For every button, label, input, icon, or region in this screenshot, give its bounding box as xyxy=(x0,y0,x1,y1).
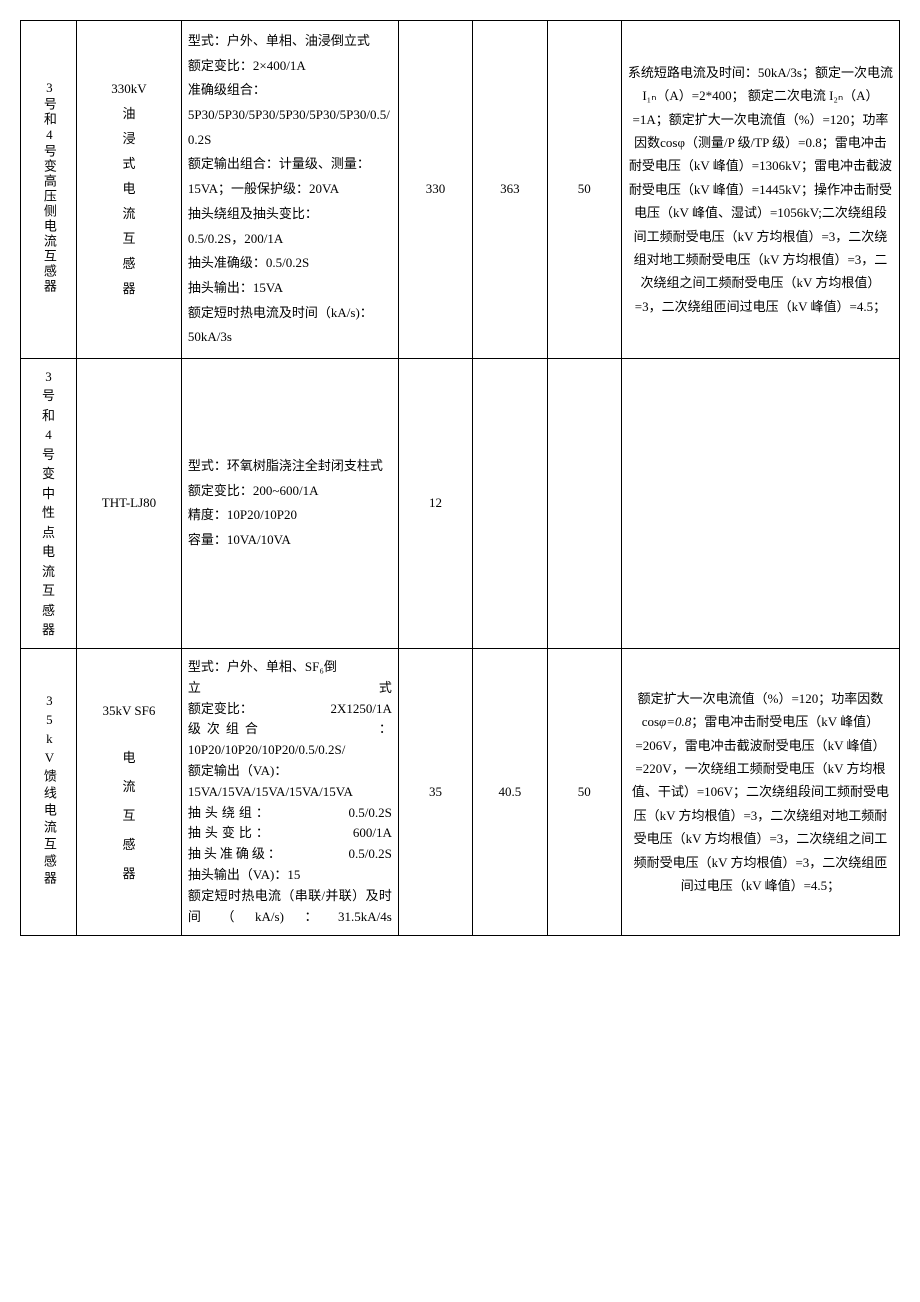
notes-text: 系统短路电流及时间：50kA/3s；额定一次电流 I₁ₙ（A）=2*400； 额… xyxy=(628,61,893,318)
spec-line: 额定短时热电流（串联/并联）及时间（kA/s)：31.5kA/4s xyxy=(188,886,392,928)
table-row: 35kV馈线电流互感器 35kV SF6 电 流 互 感 器 型式：户外、单相、… xyxy=(21,648,900,935)
device-cell: 330kV 油 浸 式 电 流 互 感 器 xyxy=(77,21,182,359)
spec-line: 额定输出（VA)： xyxy=(188,761,392,782)
value-cell: 363 xyxy=(473,21,547,359)
spec-line: 抽头绕组：0.5/0.2S xyxy=(188,803,392,824)
spec-line: 10P20/10P20/10P20/0.5/0.2S/ xyxy=(188,740,392,761)
device-char: 互 xyxy=(122,228,135,247)
row-label: 35kV馈线电流互感器 xyxy=(38,693,59,888)
device-cell: 35kV SF6 电 流 互 感 器 xyxy=(77,648,182,935)
device-top: 330kV xyxy=(111,81,146,97)
device-char: 电 xyxy=(122,178,135,197)
device-char: 器 xyxy=(122,278,135,297)
spec-line: 抽头准确级：0.5/0.2S xyxy=(188,251,392,276)
spec-table: 3号和4号变高压侧电流互感器 330kV 油 浸 式 电 流 互 感 器 型式：… xyxy=(20,20,900,936)
spec-line: 型式：户外、单相、油浸倒立式 xyxy=(188,29,392,54)
spec-line: 抽头变比：600/1A xyxy=(188,823,392,844)
spec-line: 额定变比：200~600/1A xyxy=(188,479,392,504)
spec-line: 抽头输出（VA)：15 xyxy=(188,865,392,886)
device-char: 器 xyxy=(122,863,135,882)
spec-line: 额定输出组合：计量级、测量：15VA；一般保护级：20VA xyxy=(188,152,392,201)
device-char: 感 xyxy=(122,834,135,853)
device-char: 流 xyxy=(122,776,135,795)
row-label-cell: 35kV馈线电流互感器 xyxy=(21,648,77,935)
spec-line: 精度：10P20/10P20 xyxy=(188,503,392,528)
value-cell: 12 xyxy=(398,358,472,648)
notes-cell: 额定扩大一次电流值（%）=120；功率因数 cosφ=0.8；雷电冲击耐受电压（… xyxy=(621,648,899,935)
device-char: 流 xyxy=(122,203,135,222)
value-cell xyxy=(547,358,621,648)
value-cell: 50 xyxy=(547,648,621,935)
spec-line: 0.5/0.2S，200/1A xyxy=(188,227,392,252)
table-row: 3号和4号变高压侧电流互感器 330kV 油 浸 式 电 流 互 感 器 型式：… xyxy=(21,21,900,359)
spec-line: 立式 xyxy=(188,678,392,699)
device-char: 浸 xyxy=(122,128,135,147)
value-cell: 330 xyxy=(398,21,472,359)
value-cell: 40.5 xyxy=(473,648,547,935)
spec-cell: 型式：户外、单相、SF₆倒 立式 额定变比：2X1250/1A 级次组合： 10… xyxy=(181,648,398,935)
row-label: 3号和4号变中性点电流互感器 xyxy=(41,367,57,640)
device-char: 式 xyxy=(122,153,135,172)
spec-line: 额定变比：2×400/1A xyxy=(188,54,392,79)
spec-line: 抽头绕组及抽头变比： xyxy=(188,202,392,227)
spec-cell: 型式：户外、单相、油浸倒立式 额定变比：2×400/1A 准确级组合：5P30/… xyxy=(181,21,398,359)
value-cell: 50 xyxy=(547,21,621,359)
spec-line: 额定短时热电流及时间（kA/s)：50kA/3s xyxy=(188,301,392,350)
notes-phi: φ=0.8 xyxy=(659,714,691,729)
row-label: 3号和4号变高压侧电流互感器 xyxy=(38,80,59,294)
spec-cell: 型式：环氧树脂浇注全封闭支柱式 额定变比：200~600/1A 精度：10P20… xyxy=(181,358,398,648)
spec-line: 15VA/15VA/15VA/15VA/15VA xyxy=(188,782,392,803)
table-row: 3号和4号变中性点电流互感器 THT-LJ80 型式：环氧树脂浇注全封闭支柱式 … xyxy=(21,358,900,648)
notes-cell xyxy=(621,358,899,648)
notes-text: ；雷电冲击耐受电压（kV 峰值）=206V，雷电冲击截波耐受电压（kV 峰值）=… xyxy=(632,714,889,893)
spec-line: 级次组合： xyxy=(188,719,392,740)
value-cell: 35 xyxy=(398,648,472,935)
spec-line: 额定变比：2X1250/1A xyxy=(188,699,392,720)
spec-line: 型式：户外、单相、SF₆倒 xyxy=(188,657,392,678)
notes-cell: 系统短路电流及时间：50kA/3s；额定一次电流 I₁ₙ（A）=2*400； 额… xyxy=(621,21,899,359)
spec-line: 抽头准确级：0.5/0.2S xyxy=(188,844,392,865)
device-cell: THT-LJ80 xyxy=(77,358,182,648)
device-char: 电 xyxy=(122,747,135,766)
value-cell xyxy=(473,358,547,648)
device-char: 互 xyxy=(122,805,135,824)
device-char: 感 xyxy=(122,253,135,272)
device-char: 油 xyxy=(122,103,135,122)
row-label-cell: 3号和4号变中性点电流互感器 xyxy=(21,358,77,648)
spec-line: 准确级组合：5P30/5P30/5P30/5P30/5P30/5P30/0.5/… xyxy=(188,78,392,152)
device-top: 35kV SF6 xyxy=(103,703,156,719)
row-label-cell: 3号和4号变高压侧电流互感器 xyxy=(21,21,77,359)
spec-line: 容量：10VA/10VA xyxy=(188,528,392,553)
spec-line: 型式：环氧树脂浇注全封闭支柱式 xyxy=(188,454,392,479)
spec-line: 抽头输出：15VA xyxy=(188,276,392,301)
